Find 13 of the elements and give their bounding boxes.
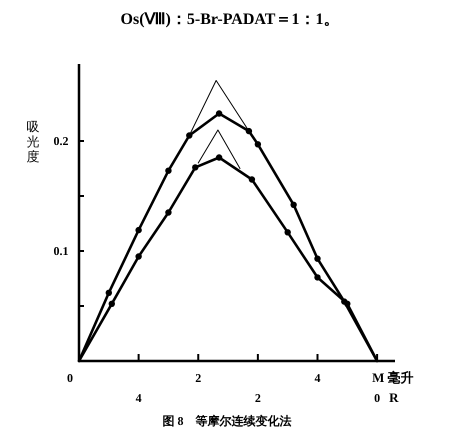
x-tick-label: 2 bbox=[195, 371, 202, 385]
y-tick-label: 0.1 bbox=[54, 244, 68, 258]
x2-tick-label: 4 bbox=[136, 391, 142, 405]
chart-title: Os(Ⅷ)：5-Br-PADAT＝1：1。 bbox=[120, 11, 340, 28]
x-axis-title: M 毫升 bbox=[372, 370, 414, 385]
y-tick-label: 0.2 bbox=[54, 134, 68, 148]
x-tick-label: 0 bbox=[67, 371, 73, 385]
y-axis-title: 吸光度 bbox=[26, 120, 40, 165]
x2-axis-title: R bbox=[389, 390, 400, 405]
x-tick-label: 4 bbox=[314, 371, 320, 385]
caption: 图 8 等摩尔连续变化法 bbox=[162, 414, 292, 428]
x2-tick-label: 2 bbox=[254, 391, 261, 405]
x2-tick-label: 0 bbox=[374, 391, 380, 405]
